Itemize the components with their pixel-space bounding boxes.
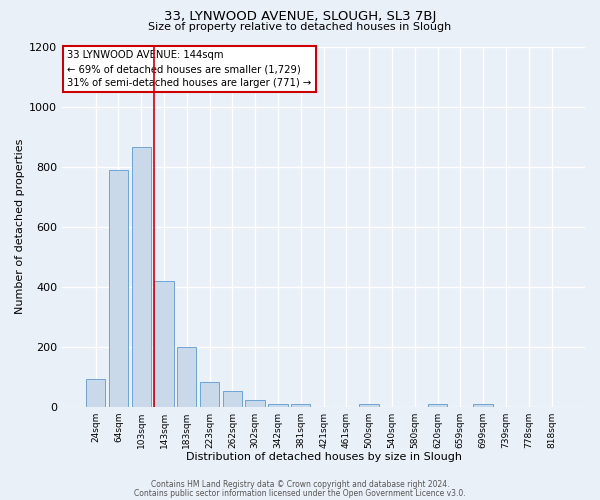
Bar (291, 404, 310, 407)
Text: 33 LYNWOOD AVENUE: 144sqm
← 69% of detached houses are smaller (1,729)
31% of se: 33 LYNWOOD AVENUE: 144sqm ← 69% of detac… (67, 50, 311, 88)
Bar (245, 400, 265, 407)
Text: Size of property relative to detached houses in Slough: Size of property relative to detached ho… (148, 22, 452, 32)
Text: Contains public sector information licensed under the Open Government Licence v3: Contains public sector information licen… (134, 489, 466, 498)
Bar (268, 404, 287, 407)
Text: Contains HM Land Registry data © Crown copyright and database right 2024.: Contains HM Land Registry data © Crown c… (151, 480, 449, 489)
Y-axis label: Number of detached properties: Number of detached properties (15, 139, 25, 314)
X-axis label: Distribution of detached houses by size in Slough: Distribution of detached houses by size … (185, 452, 461, 462)
Text: 33, LYNWOOD AVENUE, SLOUGH, SL3 7BJ: 33, LYNWOOD AVENUE, SLOUGH, SL3 7BJ (164, 10, 436, 23)
Bar (154, 281, 173, 407)
Bar (359, 404, 379, 407)
Bar (177, 347, 196, 407)
Bar (109, 170, 128, 407)
Bar (428, 404, 447, 407)
Bar (131, 147, 151, 407)
Bar (200, 382, 219, 407)
Bar (223, 390, 242, 407)
Bar (86, 379, 105, 407)
Bar (473, 404, 493, 407)
